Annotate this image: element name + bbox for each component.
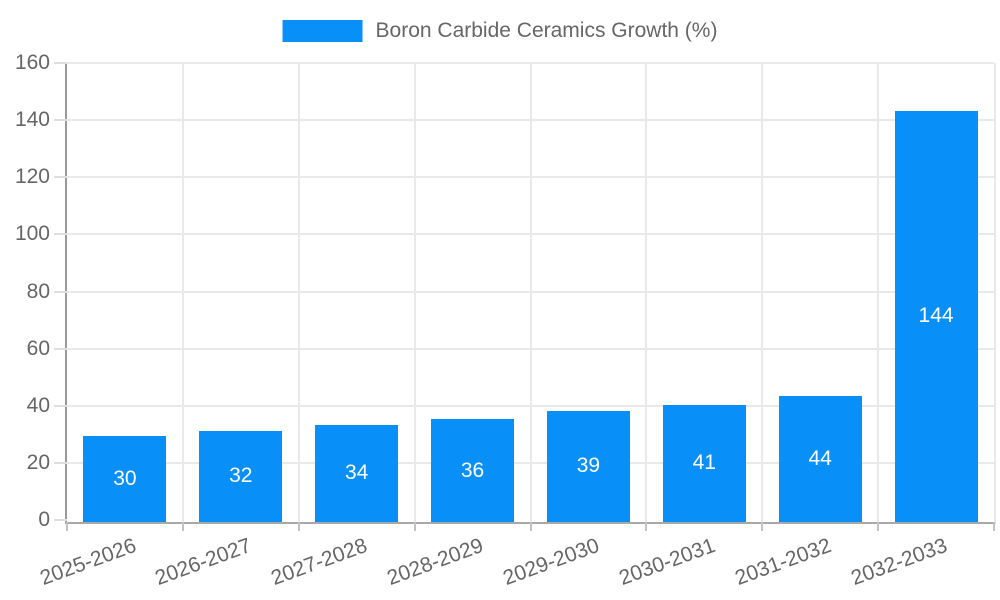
y-tick-label: 60: [26, 336, 50, 360]
bar-value-label: 34: [345, 461, 369, 485]
bar-value-label: 144: [918, 304, 954, 328]
x-axis-tick: [877, 522, 880, 531]
bar-value-label: 44: [808, 447, 832, 471]
x-axis-tick: [529, 522, 532, 531]
y-tick-label: 120: [14, 165, 50, 189]
y-tick-label: 140: [14, 108, 50, 132]
gridline-vertical: [181, 63, 184, 522]
bar[interactable]: 32: [199, 430, 283, 522]
x-axis-tick: [993, 522, 995, 531]
x-tick-label: 2025-2026: [36, 534, 139, 590]
y-tick-label: 0: [38, 508, 50, 531]
bar[interactable]: 30: [83, 436, 167, 522]
bar[interactable]: 34: [315, 424, 399, 522]
x-axis-tick: [181, 522, 184, 531]
x-tick-label: 2026-2027: [152, 534, 255, 590]
y-axis-tick: [54, 290, 67, 293]
legend[interactable]: Boron Carbide Ceramics Growth (%): [282, 19, 718, 43]
x-axis-tick: [413, 522, 416, 531]
bar-value-label: 32: [229, 464, 253, 488]
y-axis-tick: [54, 404, 67, 407]
gridline-vertical: [761, 63, 764, 522]
y-axis-tick: [54, 62, 67, 64]
bar[interactable]: 39: [546, 410, 630, 522]
x-axis-tick: [761, 522, 764, 531]
bar[interactable]: 36: [431, 419, 515, 522]
gridline-vertical: [645, 63, 648, 522]
legend-swatch: [282, 20, 363, 42]
y-axis-tick: [54, 347, 67, 350]
bar[interactable]: 44: [778, 396, 862, 522]
bar-value-label: 41: [692, 451, 716, 475]
y-axis-tick: [54, 176, 67, 179]
y-axis-tick: [54, 519, 67, 521]
y-tick-label: 80: [26, 279, 50, 303]
bar-value-label: 30: [113, 467, 137, 491]
gridline-vertical: [529, 63, 532, 522]
x-tick-label: 2027-2028: [268, 534, 371, 590]
y-tick-label: 100: [14, 222, 50, 246]
y-axis-tick: [54, 119, 67, 122]
bar-value-label: 36: [460, 458, 485, 482]
plot-area: 0 20 40 60 80 100 120 140 160 30 32 34 36 39 41 44 144: [15, 52, 996, 531]
y-tick-label: 160: [14, 51, 50, 74]
y-tick-label: 20: [26, 450, 50, 474]
gridline-vertical: [413, 63, 416, 522]
bar[interactable]: 41: [662, 404, 746, 522]
x-tick-label: 2032-2033: [847, 534, 950, 590]
gridline-vertical: [877, 63, 880, 522]
y-axis-tick: [54, 233, 67, 236]
gridline-vertical: [297, 63, 300, 522]
x-tick-label: 2028-2029: [384, 534, 487, 590]
x-tick-label: 2029-2030: [500, 534, 603, 590]
x-tick-label: 2030-2031: [615, 534, 719, 590]
y-tick-label: 40: [26, 393, 50, 417]
bar[interactable]: 144: [894, 110, 978, 522]
x-axis-tick: [297, 522, 300, 531]
x-axis-tick: [645, 522, 648, 531]
y-axis-tick: [54, 461, 67, 464]
x-tick-label: 2031-2032: [731, 534, 835, 590]
bar-value-label: 39: [576, 454, 601, 478]
legend-label: Boron Carbide Ceramics Growth (%): [375, 19, 718, 42]
x-axis-tick: [66, 522, 68, 531]
